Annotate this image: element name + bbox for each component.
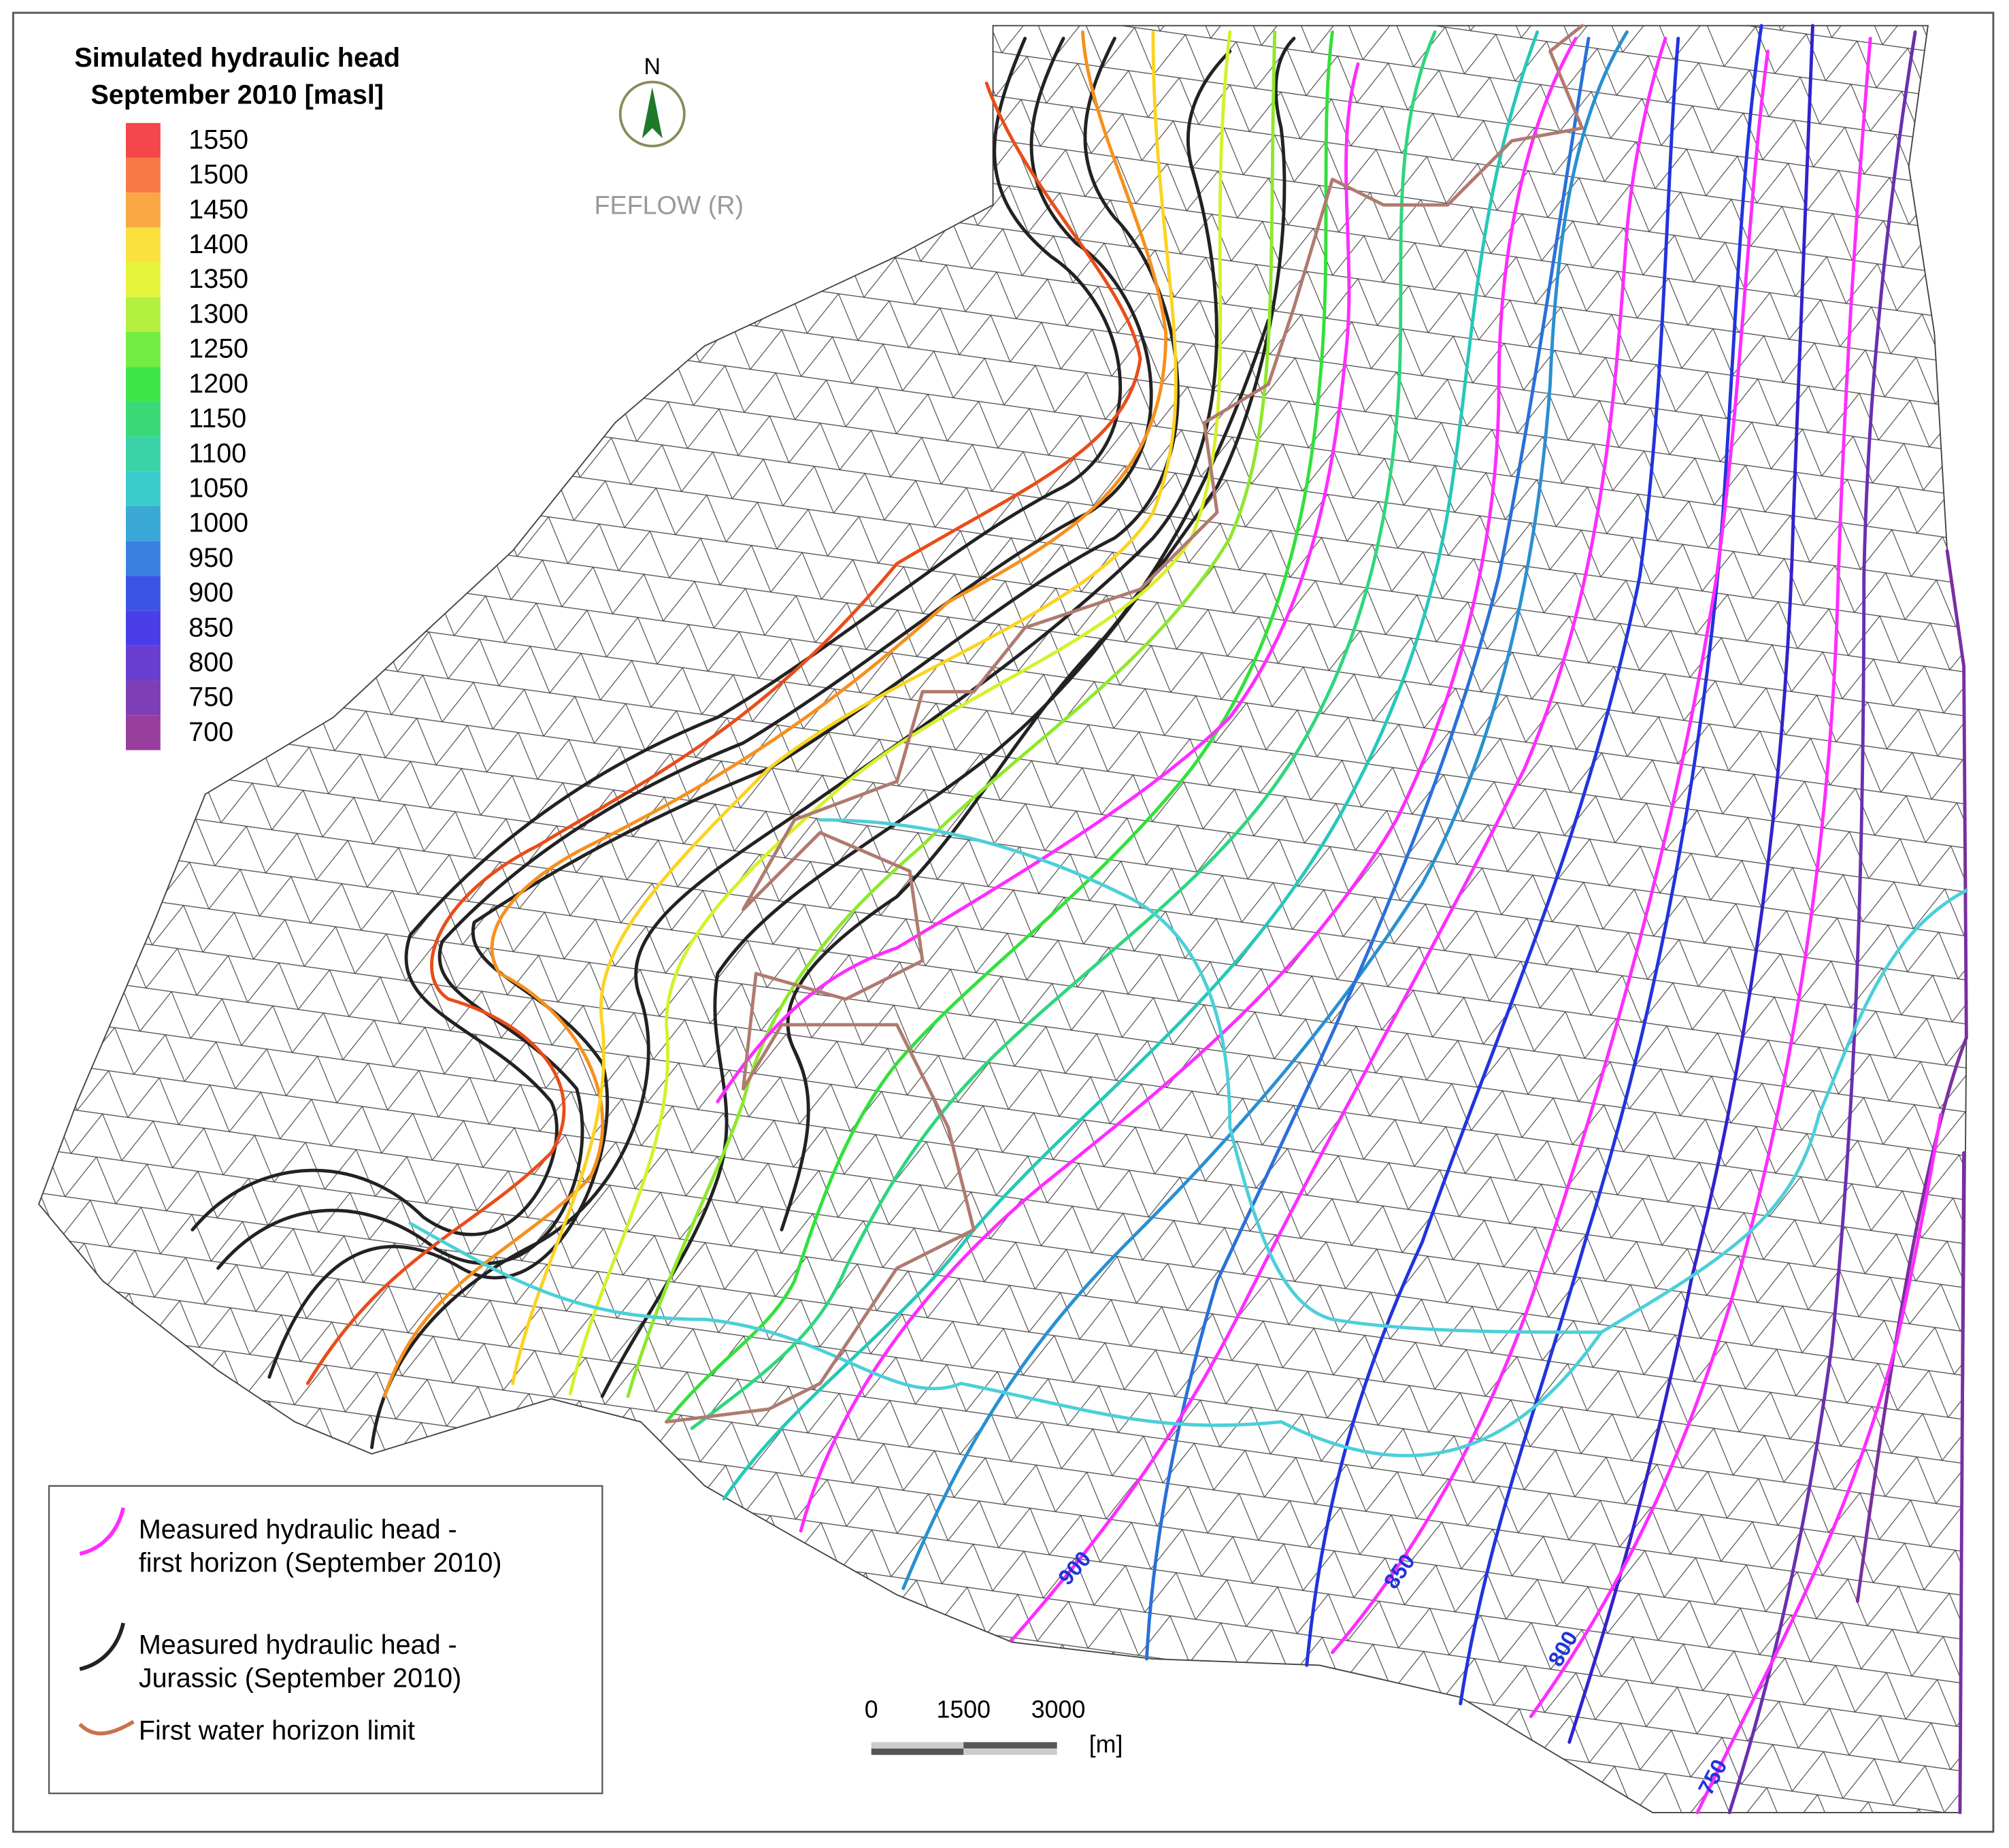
sim-contour [1305,37,1680,1667]
scale-label: 950 [188,543,233,573]
scale-label: 1550 [188,125,248,154]
north-label: N [644,54,661,80]
scale-swatch [126,331,161,367]
scale-label: 1400 [188,229,248,259]
scale-label: 1250 [188,334,248,364]
scale-seg [963,1748,1057,1755]
sim-contour [1727,30,1917,1815]
key-icon [79,1507,126,1556]
sim-contour [568,30,1232,1396]
jurassic-contour [190,37,1123,1236]
scale-label: 1100 [188,438,246,468]
scale-label: 1000 [188,508,248,538]
sim-contour [382,30,1168,1398]
key-label: Measured hydraulic head - [139,1630,457,1660]
color-scale: 1550 1500 1450 1400 1350 1300 1250 1200 1150 1100… [126,122,248,750]
sim-contour [305,81,1142,1385]
scale-swatch [126,541,161,576]
scale-tick: 3000 [1031,1696,1086,1723]
scale-label: 900 [188,578,233,608]
scale-swatch [126,367,161,402]
key-box [48,1485,603,1794]
scale-label: 800 [188,648,233,678]
scale-label: 750 [188,682,233,712]
horizon-contour [716,62,1360,1104]
scale-swatch [126,262,161,297]
scale-tick: 1500 [936,1696,991,1723]
legend-title: September 2010 [masl] [91,80,384,110]
scale-label: 1350 [188,264,248,294]
scale-label: 1300 [188,299,248,329]
scale-swatch [126,436,161,472]
key-label: Jurassic (September 2010) [139,1663,461,1693]
horizon-contour [1695,1112,1943,1815]
north-needle [642,87,663,139]
software-label: FEFLOW (R) [594,191,744,219]
sim-contour [722,30,1540,1501]
scale-swatch [126,401,161,437]
sim-contour [901,30,1629,1590]
horizon-contour [1331,49,1770,1655]
frame [12,12,1995,1833]
key-icon [79,1622,126,1671]
sim-contour [665,30,1334,1424]
scale-label: 700 [188,717,233,747]
scale-swatch [126,715,161,750]
scale-seg [871,1742,964,1749]
scale-swatch [126,157,161,193]
scale-swatch [126,297,161,332]
north-arrow: N [618,54,686,148]
jurassic-contour [370,49,1232,1449]
scale-swatch [126,471,161,507]
scale-bar: 0 1500 3000 [m] [865,1696,1123,1758]
sim-contour [511,30,1178,1385]
scale-label: 1150 [188,403,246,433]
horizon-contour [1529,37,1872,1719]
scale-swatch [126,122,161,158]
sim-contour [1145,37,1591,1661]
scale-swatch [126,645,161,681]
scale-swatch [126,610,161,646]
scale-unit: [m] [1089,1730,1123,1758]
scale-label: 850 [188,612,233,642]
horizon-limit [665,24,1584,1424]
sim-contour [1958,1151,1966,1815]
scale-swatch [126,680,161,716]
jurassic-contour [780,318,1270,1232]
scale-swatch [126,227,161,263]
sim-contour [690,30,1437,1430]
key-icon [78,1719,135,1736]
scale-seg [963,1742,1057,1749]
scale-swatch [126,193,161,228]
sim-contour [626,30,1277,1398]
scale-tick: 0 [865,1696,878,1723]
contours [190,24,1968,1815]
sim-contour [1459,24,1763,1706]
jurassic-contour [600,37,1296,1398]
scale-swatch [126,576,161,611]
river [408,888,1968,1457]
scale-swatch [126,506,161,542]
sim-contour [1855,549,1968,1603]
scale-label: 1500 [188,160,248,190]
river [818,818,1604,1334]
horizon-contour [799,37,1578,1533]
key: Measured hydraulic head -first horizon (… [78,1507,502,1746]
key-label: Measured hydraulic head - [139,1515,457,1545]
key-label: First water horizon limit [139,1716,415,1746]
scale-label: 1450 [188,195,248,225]
key-label: first horizon (September 2010) [139,1548,502,1578]
scale-label: 1200 [188,369,248,399]
scale-label: 1050 [188,473,248,503]
scale-seg [871,1748,964,1755]
sim-contour [1567,24,1814,1744]
horizon-contour [1010,37,1667,1642]
legend-title: Simulated hydraulic head [74,43,400,73]
jurassic-contour [216,37,1153,1270]
